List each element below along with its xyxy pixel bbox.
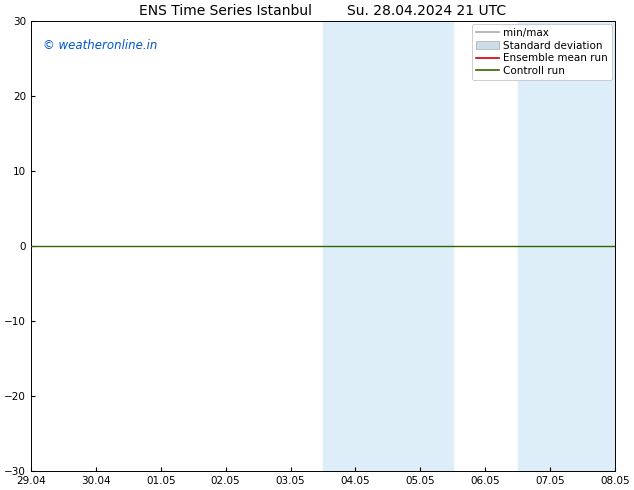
Bar [550,21,583,471]
Bar [388,21,420,471]
Legend: min/max, Standard deviation, Ensemble mean run, Controll run: min/max, Standard deviation, Ensemble me… [472,24,612,80]
Bar [356,21,388,471]
Bar [323,21,453,471]
Bar [583,21,615,471]
Text: © weatheronline.in: © weatheronline.in [42,39,157,52]
Title: ENS Time Series Istanbul        Su. 28.04.2024 21 UTC: ENS Time Series Istanbul Su. 28.04.2024 … [139,4,507,18]
Bar [518,21,634,471]
